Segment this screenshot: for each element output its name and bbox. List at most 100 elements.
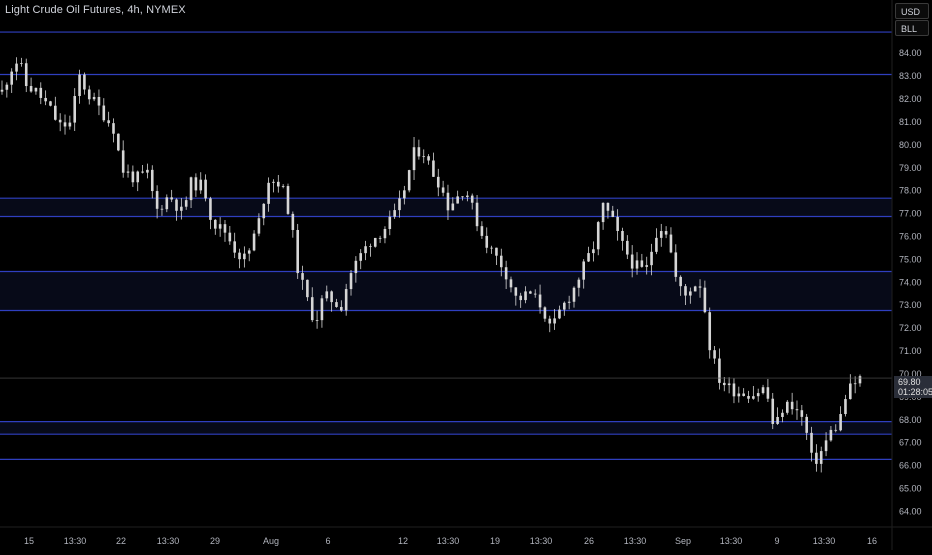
candle-body bbox=[499, 255, 503, 268]
x-tick-label: Sep bbox=[675, 536, 691, 546]
candle bbox=[388, 210, 392, 236]
candle bbox=[582, 259, 585, 289]
candle bbox=[310, 287, 314, 323]
candle bbox=[514, 287, 518, 306]
candle bbox=[286, 183, 290, 215]
y-tick-label: 72.00 bbox=[899, 323, 922, 333]
candle-body bbox=[310, 297, 314, 321]
candle-body bbox=[529, 291, 532, 294]
candle-body bbox=[844, 399, 847, 415]
candle bbox=[810, 426, 813, 462]
candle-body bbox=[572, 287, 576, 302]
candle-body bbox=[519, 295, 522, 301]
candle bbox=[417, 139, 421, 160]
candle bbox=[58, 113, 62, 132]
candle-body bbox=[490, 247, 493, 249]
candle-body bbox=[238, 252, 241, 260]
y-tick-label: 82.00 bbox=[899, 94, 922, 104]
candle bbox=[223, 220, 227, 242]
candle bbox=[771, 392, 775, 430]
candle-body bbox=[718, 358, 721, 383]
candle bbox=[693, 285, 697, 292]
x-tick-label: 16 bbox=[867, 536, 877, 546]
candle-body bbox=[441, 187, 445, 193]
candle-body bbox=[5, 84, 9, 90]
candle bbox=[645, 256, 649, 275]
candle-body bbox=[228, 232, 232, 242]
candle-body bbox=[320, 298, 324, 321]
x-tick-label: 29 bbox=[210, 536, 220, 546]
candle-body bbox=[582, 261, 585, 280]
y-tick-label: 76.00 bbox=[899, 232, 922, 242]
candle bbox=[150, 165, 154, 199]
candle bbox=[596, 220, 600, 256]
candle-body bbox=[601, 202, 605, 223]
candle bbox=[238, 248, 241, 269]
candle bbox=[480, 221, 484, 239]
candle-body bbox=[630, 254, 634, 269]
currency-button[interactable]: USD bbox=[895, 3, 929, 19]
last-price-value: 69.80 bbox=[898, 377, 921, 387]
candle-body bbox=[621, 230, 624, 241]
candle bbox=[664, 226, 668, 239]
candle bbox=[466, 191, 469, 202]
candle bbox=[383, 226, 387, 244]
candle-body bbox=[485, 235, 489, 248]
candle-body bbox=[58, 119, 62, 123]
candle bbox=[548, 315, 552, 333]
candle-body bbox=[776, 416, 779, 424]
candle bbox=[209, 196, 212, 230]
candle bbox=[606, 202, 610, 219]
candle-body bbox=[286, 186, 290, 214]
candle bbox=[141, 165, 144, 174]
candle-body bbox=[548, 318, 552, 324]
candle bbox=[349, 269, 353, 296]
candle bbox=[567, 295, 571, 310]
candle-body bbox=[635, 260, 639, 269]
candle bbox=[432, 152, 435, 177]
candle bbox=[737, 386, 741, 403]
candle-body bbox=[209, 198, 212, 220]
price-axis[interactable]: 64.0065.0066.0067.0068.0069.0070.0071.00… bbox=[899, 48, 922, 516]
candle-body bbox=[446, 192, 450, 211]
time-axis[interactable]: 15 13:30 22 13:30 29 Aug 6 12 13:30 19 13:30 26 13:3… bbox=[24, 536, 877, 546]
candle bbox=[97, 89, 101, 116]
unit-button[interactable]: BLL bbox=[895, 20, 929, 36]
candle bbox=[247, 248, 251, 262]
candle-body bbox=[306, 279, 309, 298]
candle bbox=[655, 228, 658, 255]
candle-body bbox=[175, 199, 178, 211]
candle bbox=[635, 252, 639, 275]
candle-body bbox=[834, 429, 838, 431]
y-tick-label: 83.00 bbox=[899, 71, 922, 81]
candle-body bbox=[180, 206, 183, 211]
levels-layer bbox=[0, 31, 892, 461]
candle bbox=[117, 133, 120, 152]
candle bbox=[509, 276, 513, 293]
candle-body bbox=[650, 251, 653, 266]
candle bbox=[790, 392, 794, 415]
candle bbox=[630, 245, 634, 278]
candle bbox=[257, 213, 261, 237]
candle-body bbox=[291, 213, 295, 230]
x-tick-label: 13:30 bbox=[530, 536, 553, 546]
x-tick-label: 13:30 bbox=[437, 536, 460, 546]
candle-body bbox=[655, 237, 658, 252]
candle bbox=[815, 444, 818, 472]
candle-body bbox=[824, 440, 828, 452]
candle-body bbox=[553, 318, 556, 324]
candle bbox=[325, 285, 329, 302]
candle-body bbox=[63, 122, 67, 127]
candle bbox=[422, 149, 426, 164]
candle-body bbox=[165, 197, 169, 210]
candle-body bbox=[330, 291, 333, 303]
candle bbox=[340, 300, 343, 312]
candle bbox=[102, 98, 106, 123]
candle-body bbox=[150, 169, 154, 192]
candle-body bbox=[315, 320, 319, 321]
candle-body bbox=[349, 273, 353, 290]
candle bbox=[364, 240, 367, 261]
candle bbox=[112, 118, 115, 143]
